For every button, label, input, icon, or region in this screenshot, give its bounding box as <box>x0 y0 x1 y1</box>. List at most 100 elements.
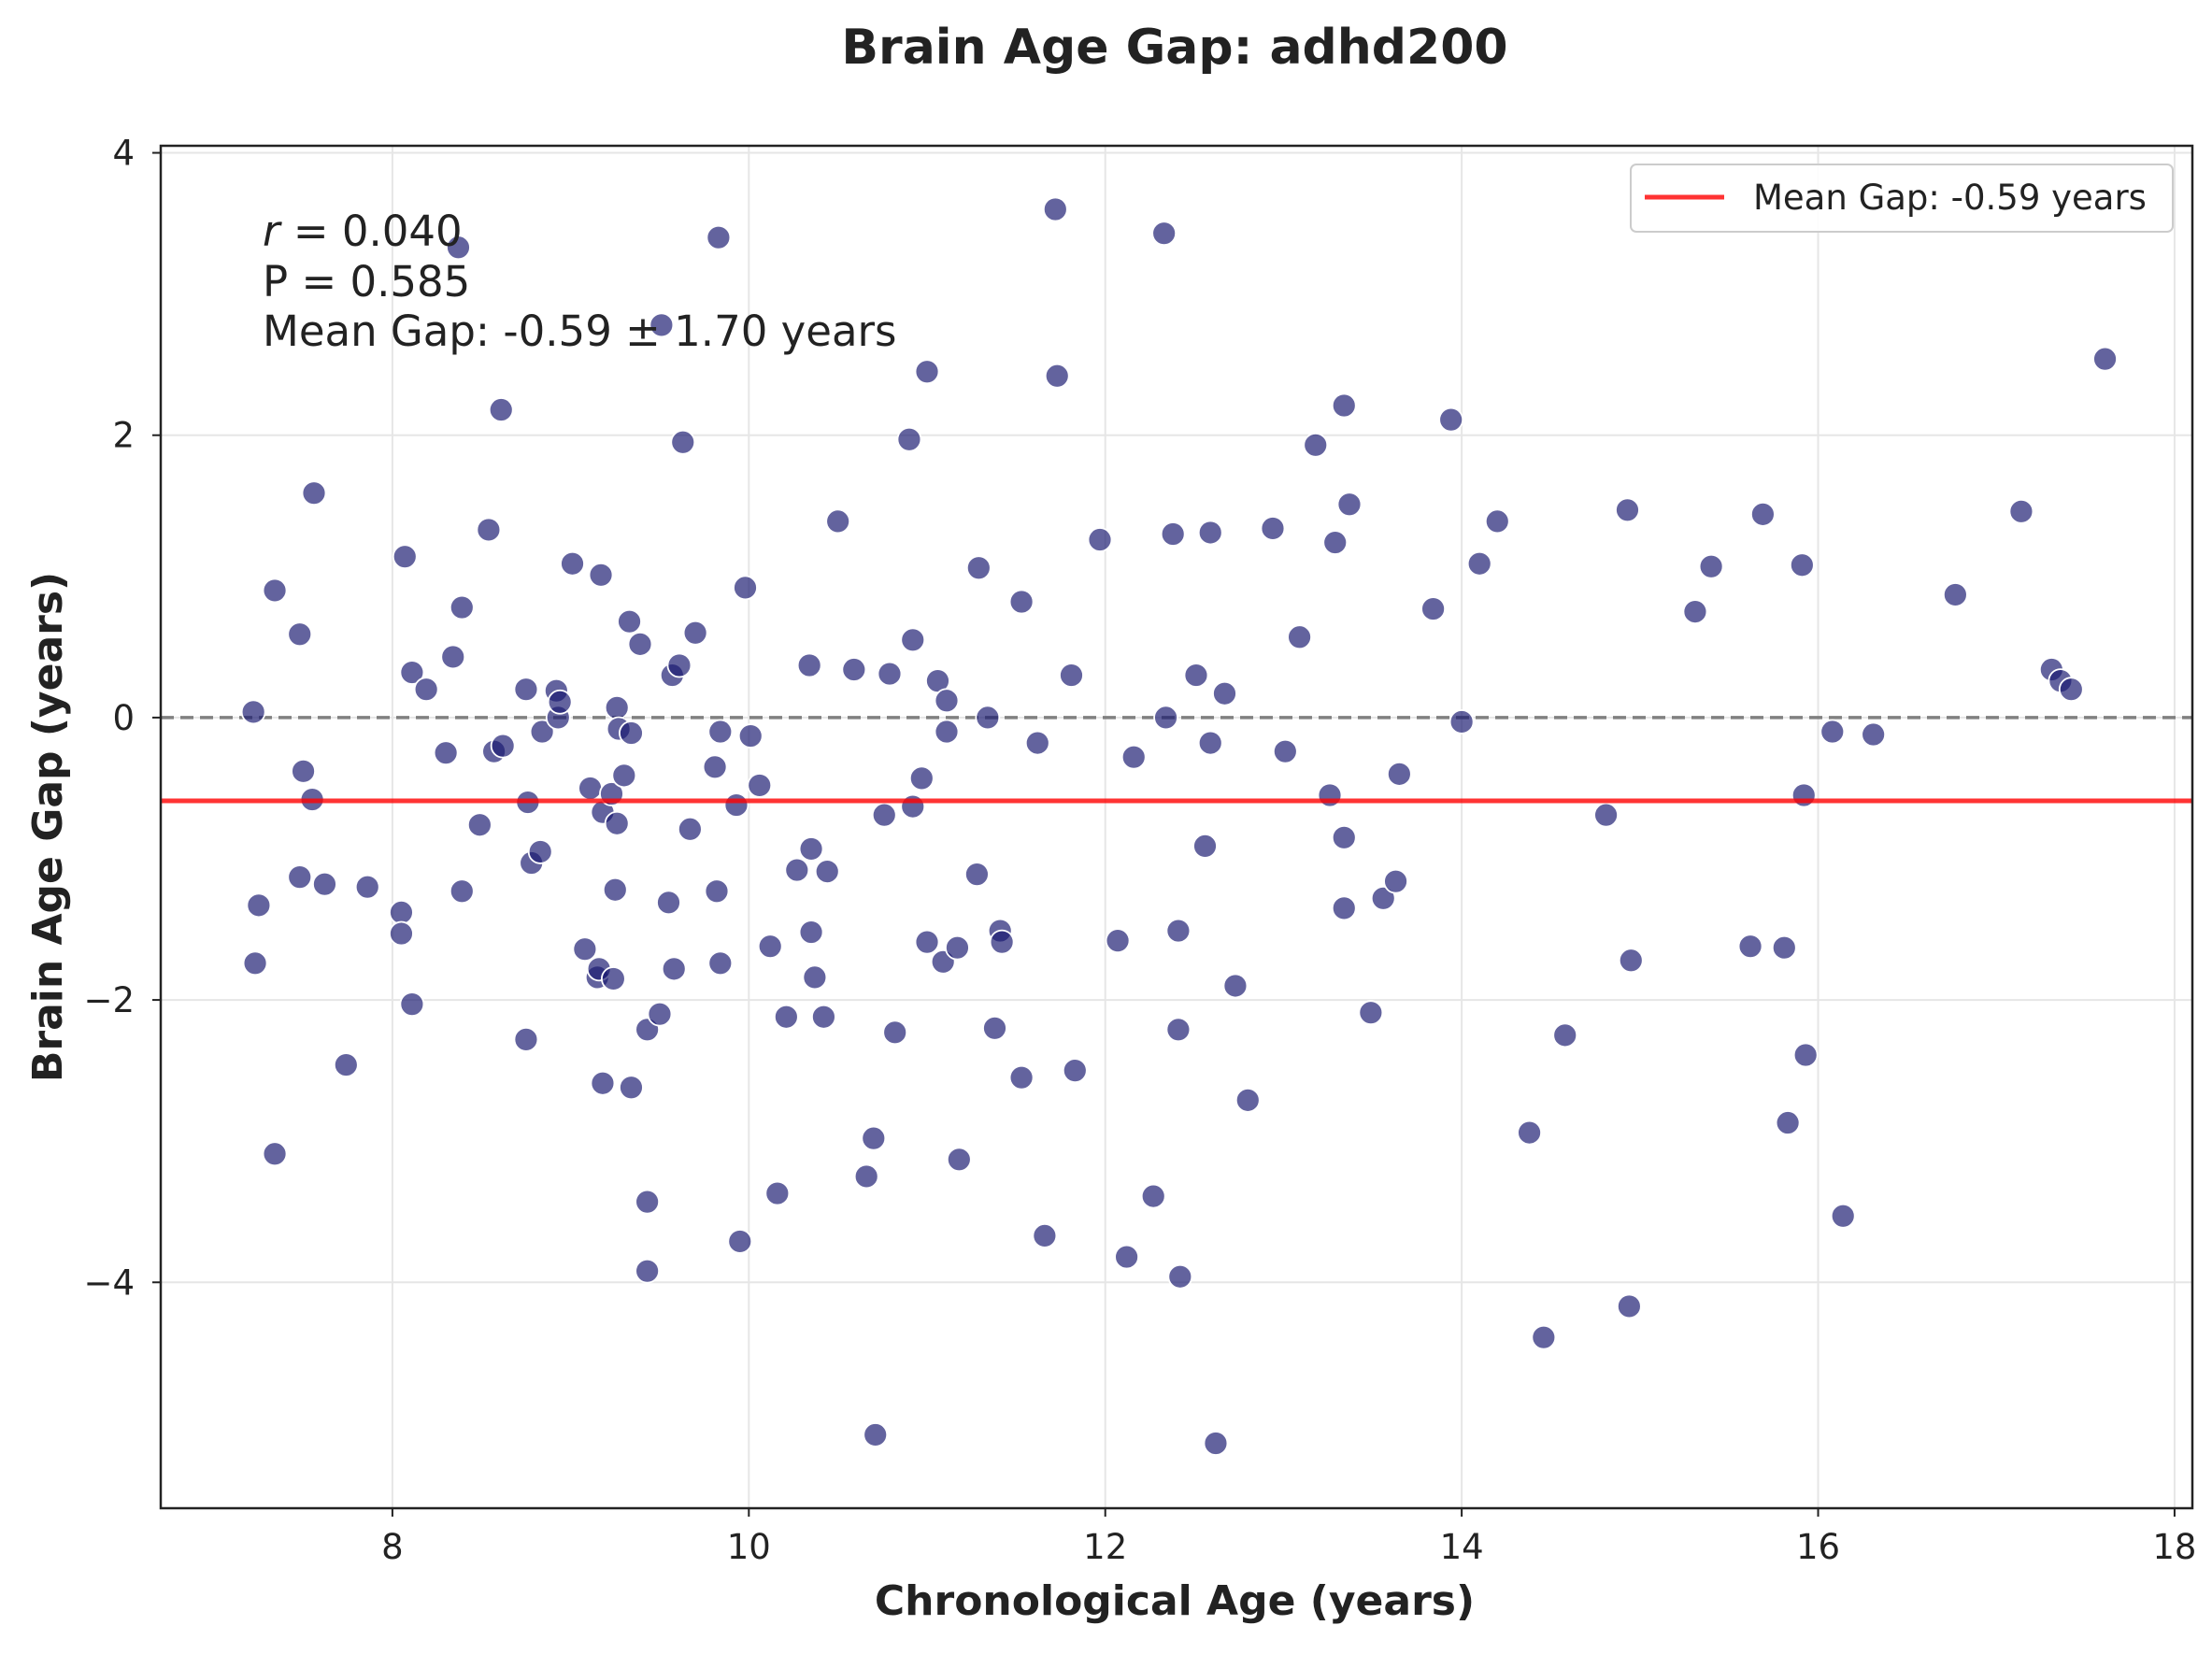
scatter-point <box>1331 392 1357 419</box>
scatter-point <box>1331 895 1357 921</box>
scatter-point <box>707 719 734 745</box>
scatter-point <box>1044 363 1070 389</box>
scatter-point <box>547 689 573 715</box>
scatter-point <box>1024 730 1050 756</box>
axis-ticks: 8 10 12 14 16 18 −4 −2 0 2 4 <box>83 134 2196 1567</box>
scatter-point <box>301 480 327 506</box>
scatter-point <box>1008 589 1035 615</box>
scatter-point <box>853 1163 879 1190</box>
scatter-point <box>1120 744 1147 770</box>
scatter-point <box>490 733 516 759</box>
scatter-point <box>1272 738 1298 764</box>
scatter-point <box>1212 680 1237 706</box>
scatter-point <box>1322 530 1349 555</box>
scatter-point <box>914 359 940 385</box>
scatter-point <box>590 1070 616 1096</box>
y-tick-label: 4 <box>112 134 135 174</box>
scatter-point <box>513 677 539 703</box>
scatter-point <box>399 991 425 1018</box>
scatter-point <box>1383 868 1408 894</box>
scatter-point <box>704 878 730 905</box>
scatter-point <box>1593 802 1619 828</box>
scatter-point <box>449 594 475 620</box>
scatter-point <box>914 929 940 955</box>
scatter-point <box>1105 928 1131 954</box>
x-tick-label: 8 <box>381 1527 404 1567</box>
scatter-point <box>242 950 268 977</box>
scatter-point <box>706 224 732 250</box>
x-tick-label: 16 <box>1796 1527 1840 1567</box>
scatter-point <box>1151 221 1177 247</box>
scatter-point <box>900 627 926 653</box>
scatter-point <box>1942 582 1968 607</box>
x-tick-label: 12 <box>1083 1527 1127 1567</box>
scatter-point <box>877 661 903 687</box>
scatter-point <box>1420 596 1447 621</box>
scatter-point <box>1861 721 1887 748</box>
scatter-point <box>389 920 414 947</box>
scatter-point <box>1449 709 1475 734</box>
scatter-point <box>627 631 653 657</box>
scatter-point <box>1615 497 1640 523</box>
scatter-point <box>982 1015 1007 1041</box>
scatter-point <box>900 793 926 820</box>
legend: Mean Gap: -0.59 years <box>1630 164 2174 233</box>
x-tick-label: 10 <box>727 1527 771 1567</box>
scatter-point <box>773 1004 799 1030</box>
scatter-point <box>975 705 1001 731</box>
scatter-point <box>1552 1022 1578 1048</box>
scatter-point <box>1336 492 1363 518</box>
scatter-point <box>702 754 728 780</box>
scatter-point <box>1114 1244 1140 1270</box>
scatter-point <box>989 929 1015 955</box>
scatter-point <box>1466 550 1492 577</box>
scatter-point <box>1059 663 1084 688</box>
scatter-point <box>1791 782 1817 808</box>
scatter-point <box>588 562 614 588</box>
stats-mean-gap: Mean Gap: -0.59 ± 1.70 years <box>263 307 896 356</box>
scatter-point <box>707 950 734 977</box>
stats-annotation: r = 0.040 P = 0.585 Mean Gap: -0.59 ± 1.… <box>263 207 896 356</box>
scatter-point <box>798 920 824 945</box>
scatter-point <box>527 839 553 864</box>
scatter-point <box>666 652 692 678</box>
scatter-point <box>670 429 696 455</box>
scatter-point <box>964 862 990 888</box>
scatter-point <box>354 874 380 900</box>
scatter-point <box>733 575 758 601</box>
scatter-point <box>871 802 897 828</box>
scatter-point <box>389 900 414 925</box>
scatter-point <box>737 723 763 749</box>
scatter-point <box>2058 677 2084 703</box>
stats-r-line: r = 0.040 <box>263 207 463 256</box>
scatter-point <box>617 608 642 635</box>
scatter-point <box>246 892 272 919</box>
scatter-point <box>945 934 970 961</box>
scatter-point <box>764 1180 791 1206</box>
scatter-point <box>1287 624 1312 650</box>
scatter-point <box>560 550 585 577</box>
scatter-point <box>1008 1064 1035 1091</box>
scatter-point <box>2008 498 2034 524</box>
scatter-point <box>476 517 502 543</box>
scatter-point <box>757 934 783 960</box>
scatter-point <box>814 859 840 884</box>
scatter-point <box>333 1052 359 1077</box>
scatter-point <box>1331 824 1357 850</box>
scatter-point <box>635 1189 661 1215</box>
scatter-point <box>798 836 824 862</box>
scatter-point <box>1682 599 1708 624</box>
scatter-point <box>312 871 337 897</box>
stats-r-value: = 0.040 <box>280 207 463 256</box>
scatter-point <box>600 966 626 991</box>
scatter-point <box>635 1258 661 1284</box>
scatter-point <box>1222 973 1249 999</box>
scatter-point <box>1820 719 1846 745</box>
scatter-point <box>1531 1324 1557 1350</box>
scatter-point <box>1260 516 1286 541</box>
scatter-point <box>1140 1183 1166 1209</box>
scatter-point <box>1197 730 1223 756</box>
scatter-point <box>1750 501 1776 527</box>
scatter-point <box>449 878 475 905</box>
